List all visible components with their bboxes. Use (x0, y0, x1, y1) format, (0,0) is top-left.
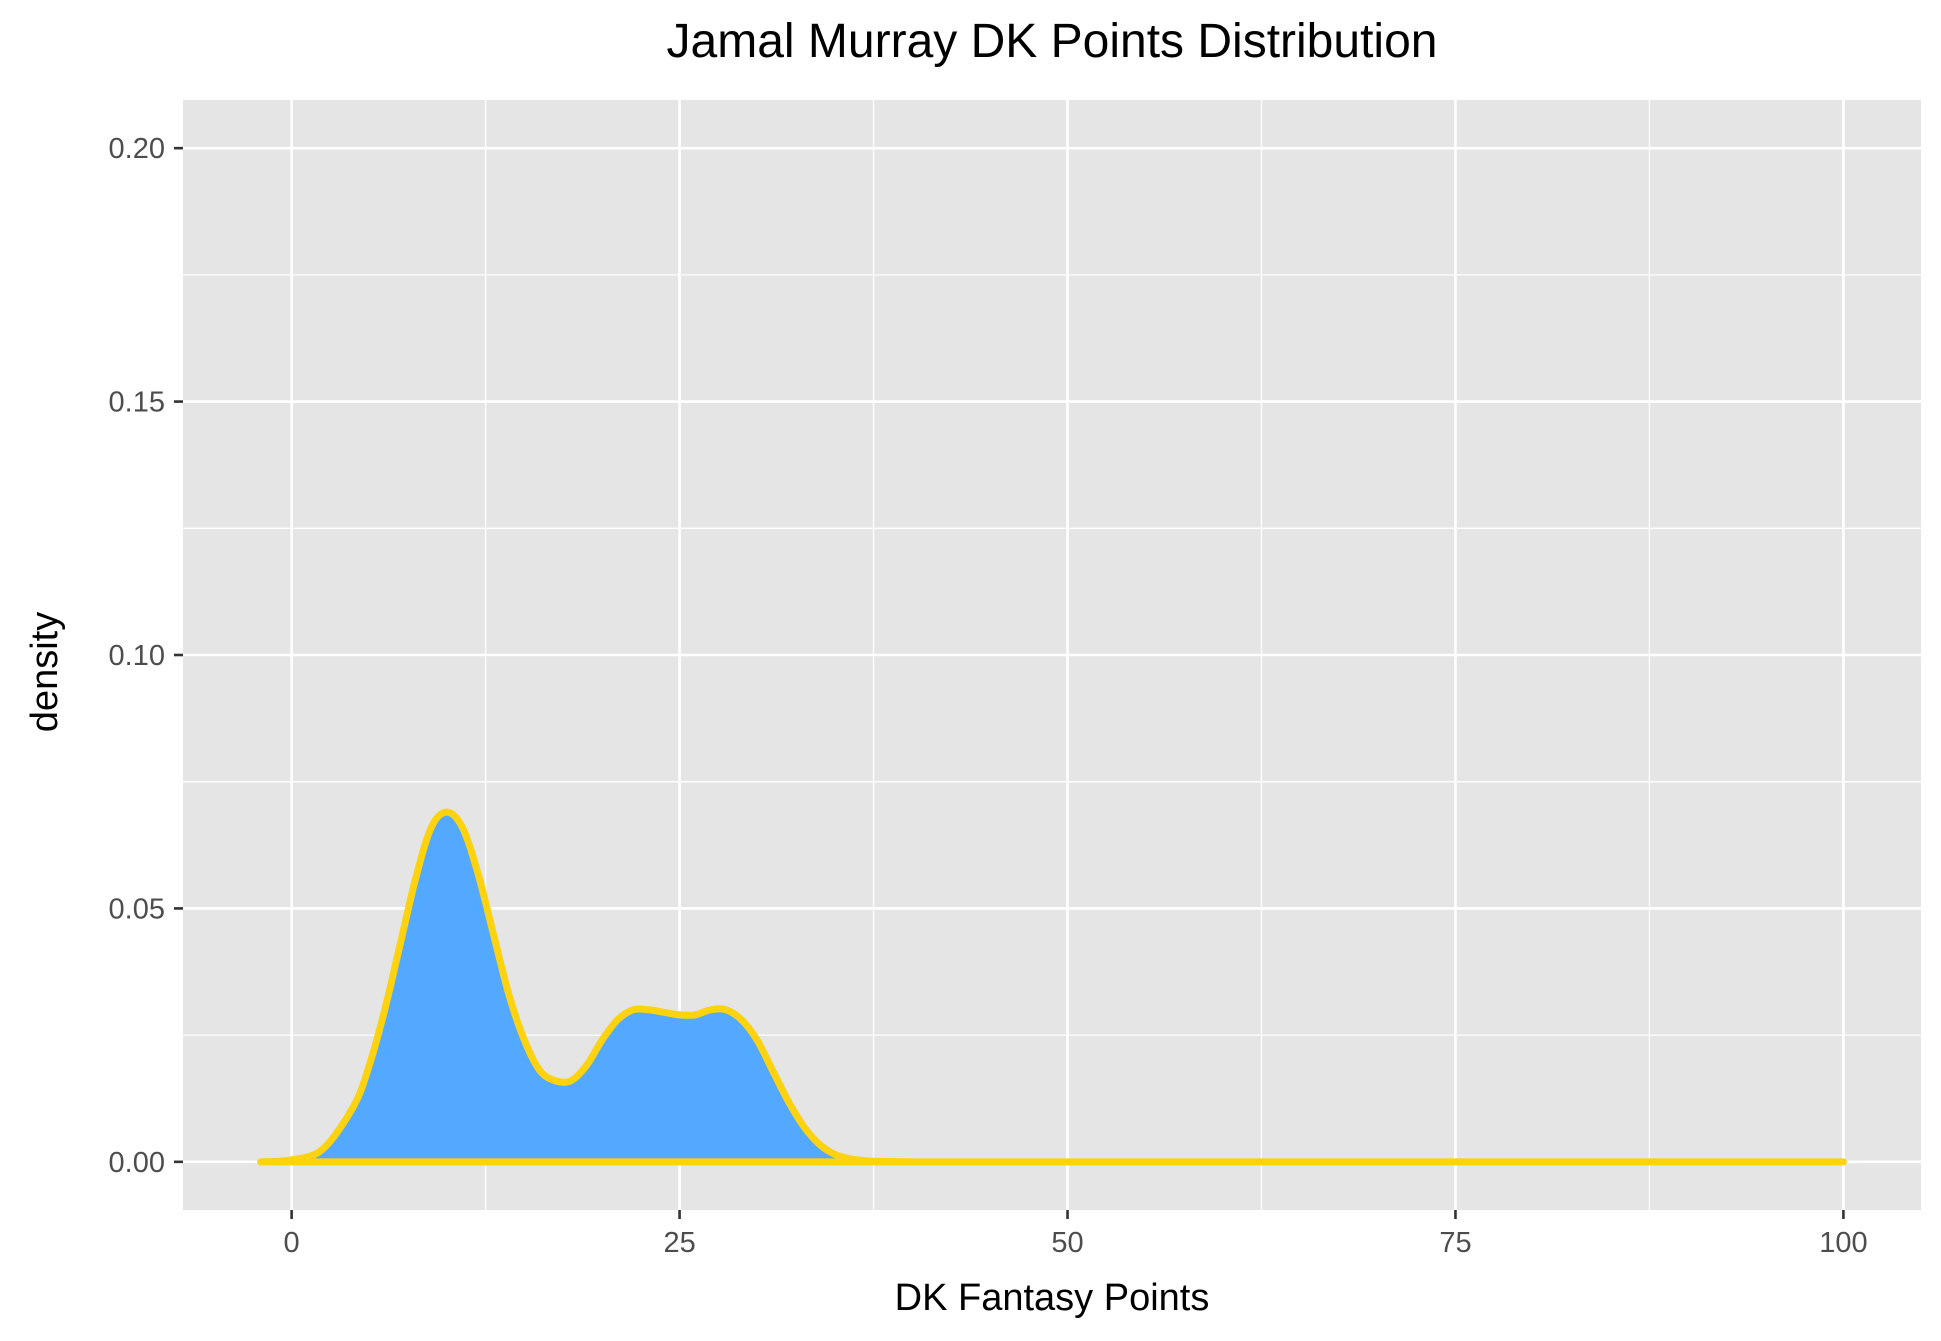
x-tick-label: 25 (663, 1227, 695, 1259)
y-tick-label: 0.10 (109, 640, 165, 672)
density-area (260, 812, 1844, 1162)
y-tick-label: 0.05 (109, 893, 165, 925)
y-tick-label: 0.20 (109, 133, 165, 165)
x-tick-label: 50 (1051, 1227, 1083, 1259)
chart-title: Jamal Murray DK Points Distribution (667, 15, 1438, 68)
x-axis: 0 25 50 75 100 (284, 1210, 1868, 1259)
y-axis: 0.00 0.05 0.10 0.15 0.20 (109, 133, 183, 1179)
x-tick-label: 75 (1439, 1227, 1471, 1259)
y-tick-label: 0.15 (109, 387, 165, 419)
x-axis-title: DK Fantasy Points (895, 1277, 1210, 1319)
density-line (257, 808, 1847, 1166)
y-tick-label: 0.00 (109, 1147, 165, 1179)
x-tick-label: 100 (1819, 1227, 1867, 1259)
x-tick-label: 0 (284, 1227, 300, 1259)
y-axis-title: density (24, 612, 66, 732)
